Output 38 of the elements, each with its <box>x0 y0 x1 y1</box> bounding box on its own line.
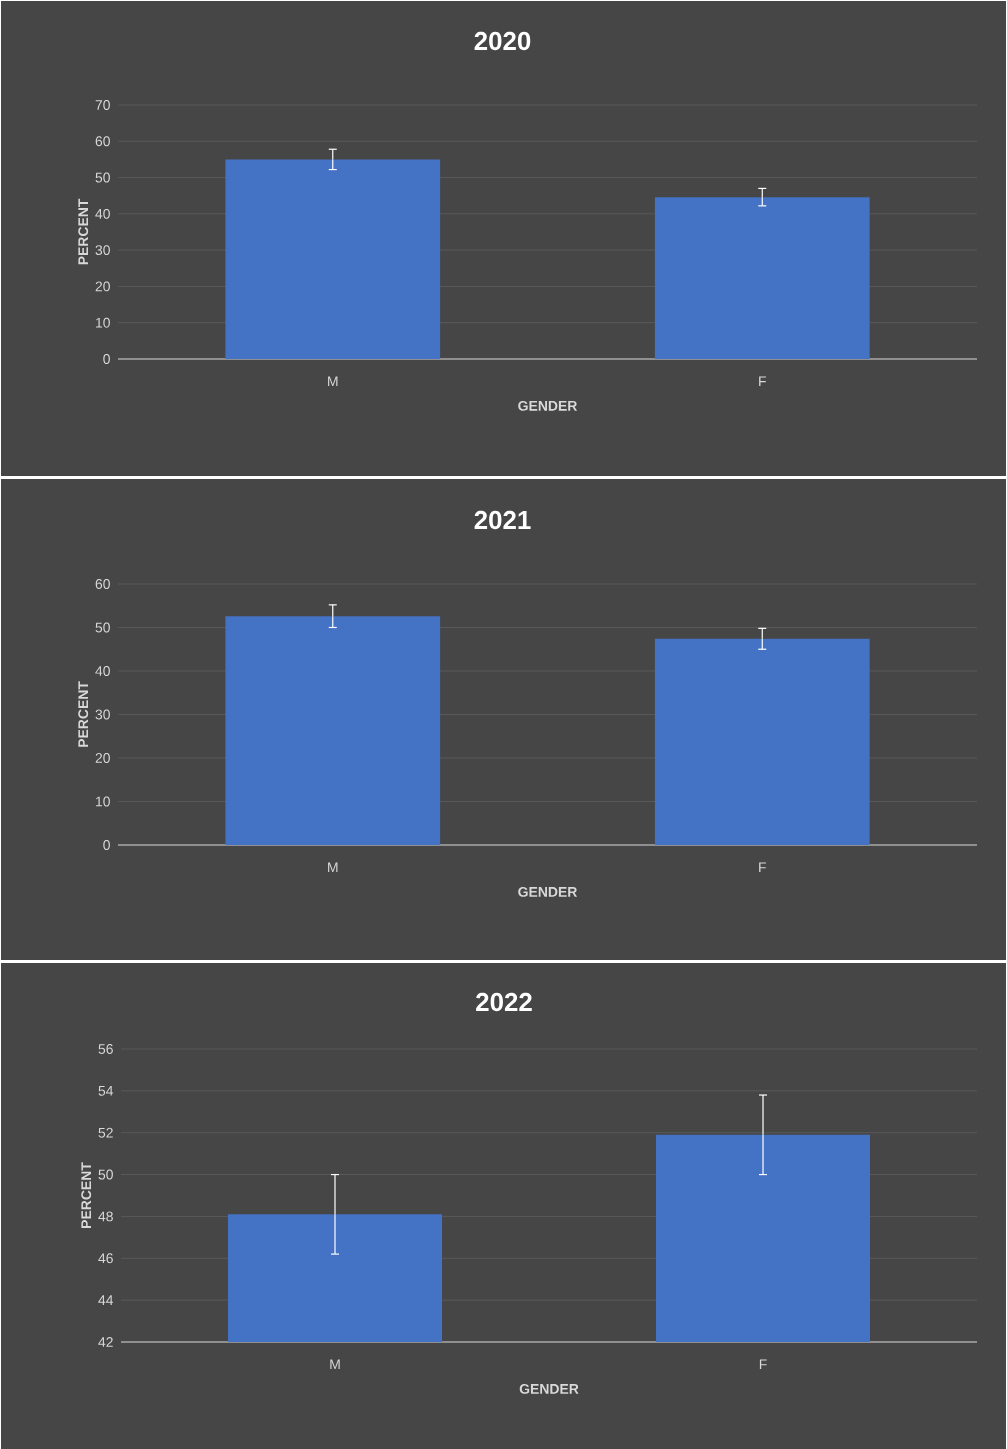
y-tick-label: 54 <box>98 1085 114 1096</box>
x-tick-label: F <box>759 1359 767 1370</box>
y-tick-label: 60 <box>95 136 110 147</box>
y-tick-label: 44 <box>98 1295 114 1305</box>
chart-title: 2020 <box>474 31 531 51</box>
x-tick-label: M <box>328 376 338 387</box>
y-axis-title: PERCENT <box>78 681 89 747</box>
y-tick-label: 50 <box>95 172 110 183</box>
x-axis-title: GENDER <box>519 1383 579 1394</box>
y-tick-label: 48 <box>98 1211 113 1222</box>
chart-title: 2021 <box>474 510 531 530</box>
y-tick-label: 10 <box>96 317 110 328</box>
y-tick-label: 30 <box>95 245 110 256</box>
y-tick-label: 50 <box>95 622 110 633</box>
y-tick-label: 10 <box>96 796 110 807</box>
y-tick-label: 20 <box>95 753 110 763</box>
y-tick-label: 20 <box>95 281 110 292</box>
y-tick-label: 56 <box>98 1044 113 1054</box>
y-tick-label: 52 <box>98 1127 113 1138</box>
y-tick-label: 46 <box>98 1253 113 1264</box>
x-axis-title: GENDER <box>518 886 578 897</box>
y-tick-label: 40 <box>95 208 110 219</box>
x-tick-label: F <box>759 376 766 387</box>
y-tick-label: 42 <box>98 1337 113 1347</box>
y-tick-label: 30 <box>95 709 110 720</box>
y-tick-label: 40 <box>95 666 110 676</box>
x-axis-title: GENDER <box>518 400 578 411</box>
y-axis-title: PERCENT <box>78 198 89 265</box>
y-axis-title: PERCENT <box>81 1162 92 1228</box>
y-tick-label: 0 <box>103 840 110 850</box>
y-tick-label: 60 <box>95 579 110 589</box>
y-tick-label: 70 <box>95 100 110 110</box>
chart-title: 2022 <box>476 992 532 1012</box>
y-tick-label: 0 <box>103 354 110 364</box>
x-tick-label: M <box>328 862 338 873</box>
y-tick-label: 50 <box>98 1169 113 1180</box>
x-tick-label: M <box>330 1359 340 1370</box>
x-tick-label: F <box>759 862 766 873</box>
